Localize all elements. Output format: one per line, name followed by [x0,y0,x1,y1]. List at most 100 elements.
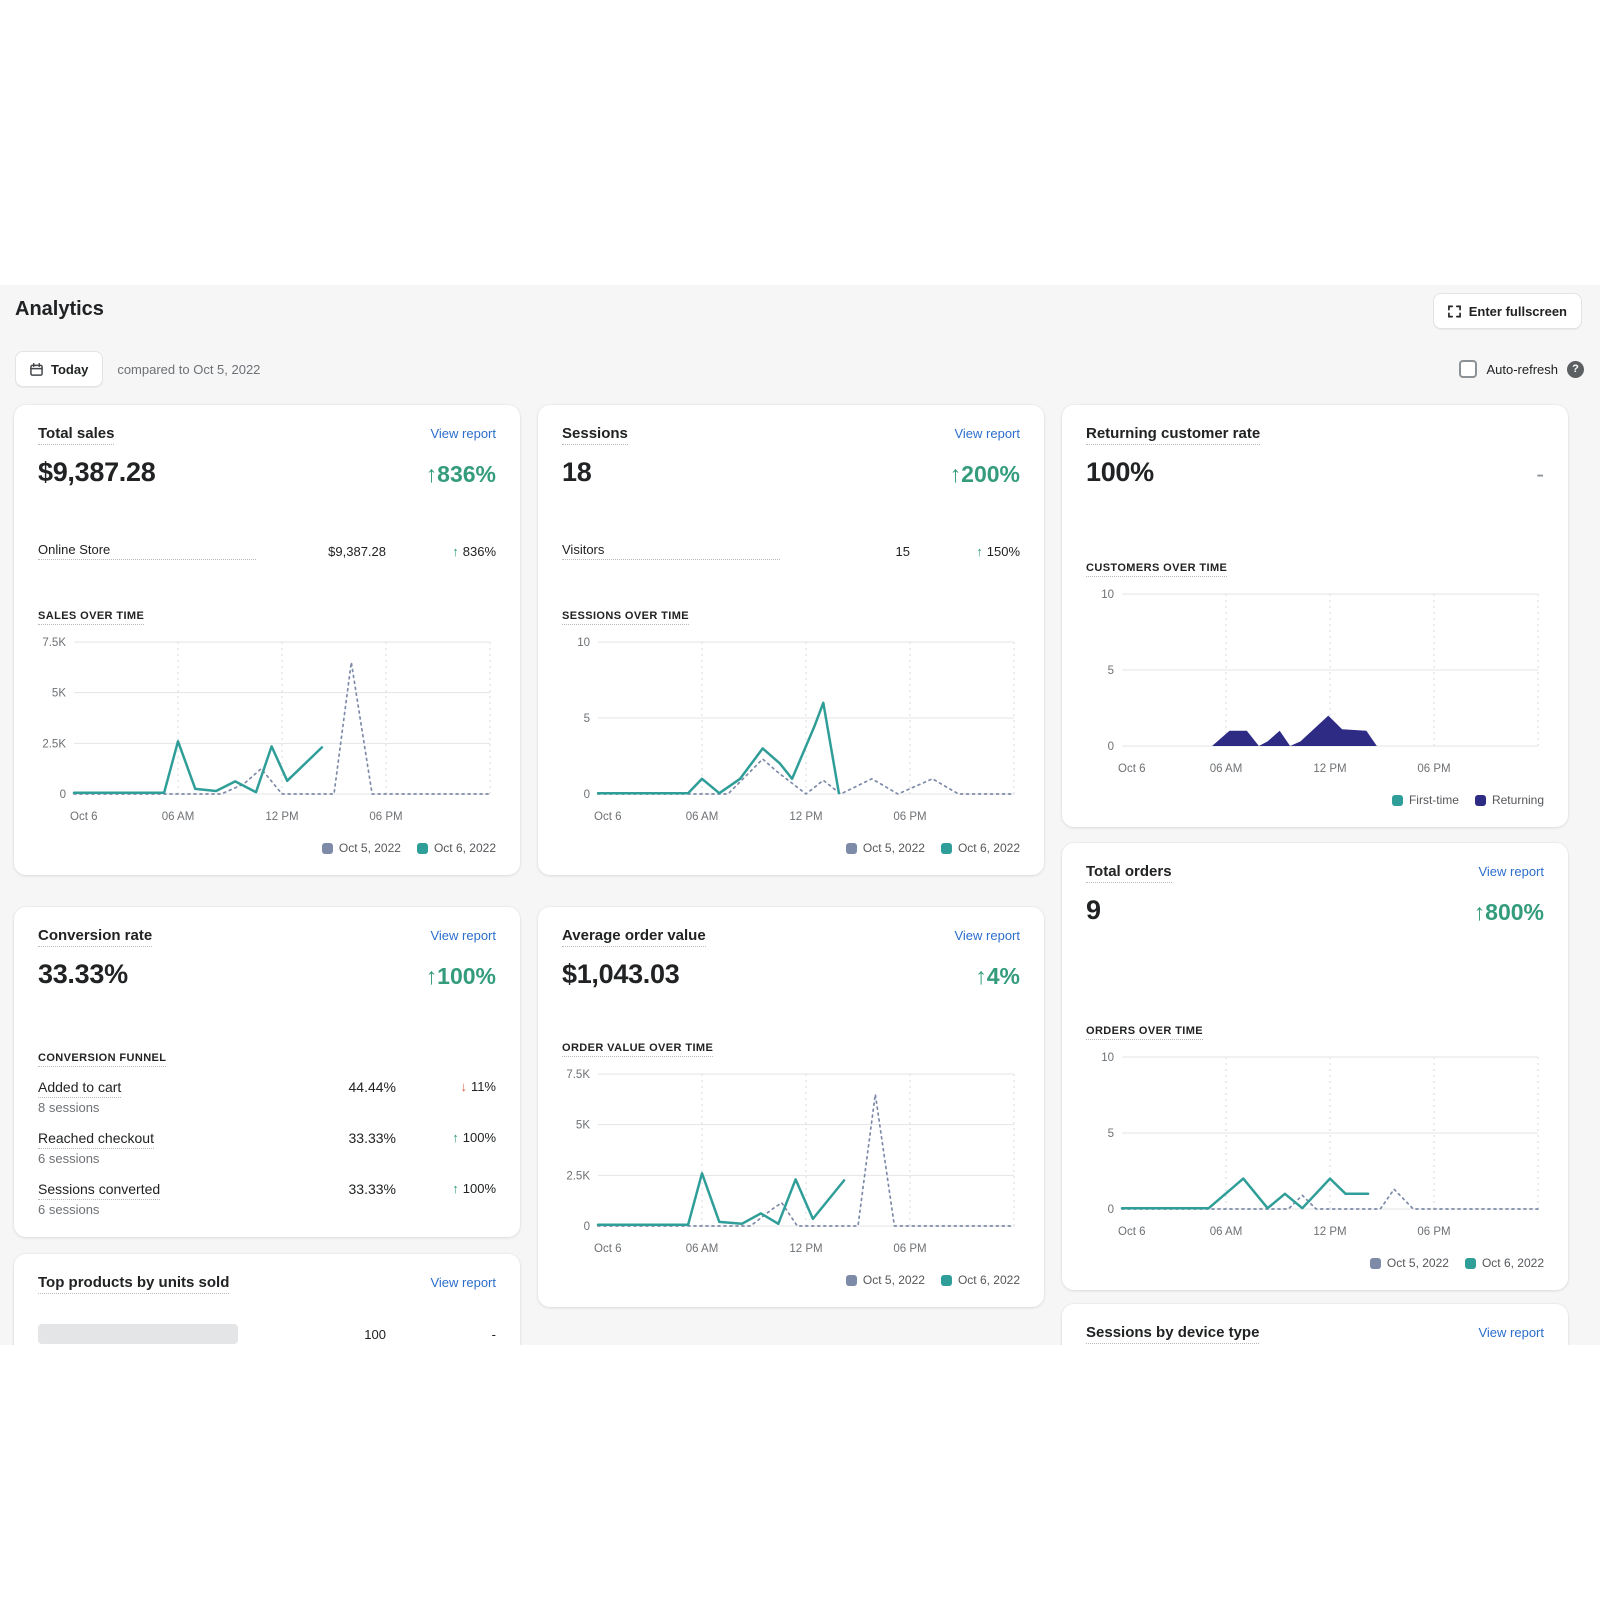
svg-text:12 PM: 12 PM [789,811,822,823]
sessions-title: Sessions [562,425,628,445]
legend-swatch-returning [1474,794,1486,806]
funnel-row-sessions-converted: Sessions converted 6 sessions 33.33% ↑ 10… [38,1181,496,1217]
legend-swatch-oct6 [940,1274,952,1286]
svg-text:06 AM: 06 AM [1210,1226,1243,1238]
top-products-view-report-link[interactable]: View report [430,1275,496,1290]
top-product-change: - [491,1326,496,1342]
top-product-units: 100 [364,1326,386,1342]
legend-swatch-oct6 [1464,1257,1476,1269]
total-sales-view-report-link[interactable]: View report [430,426,496,441]
svg-text:0: 0 [60,789,66,801]
sales-over-time-label: SALES OVER TIME [38,610,145,625]
funnel-step-change: 11% [470,1079,496,1094]
svg-text:06 AM: 06 AM [162,811,195,823]
total-orders-view-report-link[interactable]: View report [1478,864,1544,879]
column-1: Total sales View report $9,387.28 ↑836% … [14,405,520,1345]
sessions-over-time-label: SESSIONS OVER TIME [562,610,690,625]
svg-text:7.5K: 7.5K [42,637,66,649]
returning-customer-rate-card: Returning customer rate 100% - CUSTOMERS… [1062,405,1568,827]
top-product-row: 100 - [38,1324,496,1344]
legend-swatch-oct5 [845,1274,857,1286]
visitors-change: 150% [986,543,1020,559]
svg-text:2.5K: 2.5K [566,1170,590,1182]
svg-text:0: 0 [1108,741,1114,753]
funnel-step-sessions: 6 sessions [38,1151,100,1166]
svg-text:Oct 6: Oct 6 [1118,763,1145,775]
auto-refresh-checkbox[interactable] [1459,360,1478,378]
orders-chart-legend: Oct 5, 2022 Oct 6, 2022 [1086,1256,1544,1270]
legend-swatch-oct5 [321,842,333,854]
orders-over-time-chart: 0 5 10 Oct 6 06 AM 12 PM 06 PM [1086,1047,1544,1248]
total-sales-value: $9,387.28 [38,457,156,487]
total-sales-title: Total sales [38,425,115,445]
svg-text:06 AM: 06 AM [1210,763,1243,775]
funnel-step-sessions: 8 sessions [38,1100,100,1115]
svg-text:Oct 6: Oct 6 [1118,1226,1145,1238]
orders-over-time-label: ORDERS OVER TIME [1086,1025,1204,1040]
svg-text:0: 0 [584,789,590,801]
svg-text:06 PM: 06 PM [369,811,402,823]
sales-over-time-chart: 0 2.5K 5K 7.5K Oct 6 06 AM 12 PM 06 PM [38,632,496,833]
sessions-view-report-link[interactable]: View report [954,426,1020,441]
svg-text:06 AM: 06 AM [686,1243,719,1255]
sessions-chart-legend: Oct 5, 2022 Oct 6, 2022 [562,841,1020,855]
customers-over-time-chart: 0 5 10 Oct 6 06 AM 12 PM 06 PM [1086,584,1544,785]
funnel-row-added-to-cart: Added to cart 8 sessions 44.44% ↓ 11% [38,1079,496,1115]
svg-text:5: 5 [584,713,590,725]
conversion-rate-card: Conversion rate View report 33.33% ↑100%… [14,907,520,1237]
sessions-value: 18 [562,457,592,487]
help-icon[interactable] [1567,360,1584,378]
up-arrow-icon: ↑ [452,543,459,559]
funnel-step-sessions: 6 sessions [38,1202,100,1217]
conversion-view-report-link[interactable]: View report [430,928,496,943]
calendar-icon [30,362,43,376]
order-value-over-time-chart: 0 2.5K 5K 7.5K Oct 6 06 AM 12 PM 06 PM [562,1064,1020,1265]
total-orders-change: ↑800% [1473,899,1544,925]
average-order-value-card: Average order value View report $1,043.0… [538,907,1044,1307]
svg-text:10: 10 [1101,1052,1114,1064]
customers-over-time-label: CUSTOMERS OVER TIME [1086,562,1228,577]
svg-text:06 PM: 06 PM [893,1243,926,1255]
svg-text:7.5K: 7.5K [566,1069,590,1081]
svg-text:12 PM: 12 PM [1313,763,1346,775]
returning-rate-title: Returning customer rate [1086,425,1261,445]
svg-text:5K: 5K [52,688,66,700]
funnel-step-label: Sessions converted [38,1181,161,1200]
auto-refresh-label: Auto-refresh [1486,361,1558,377]
total-sales-change: ↑836% [425,461,496,487]
returning-rate-change: - [1536,461,1544,487]
online-store-label: Online Store [38,542,256,560]
visitors-row: Visitors 15 ↑ 150% [562,542,1020,560]
aov-value: $1,043.03 [562,959,680,989]
aov-change: ↑4% [975,963,1020,989]
svg-text:10: 10 [1101,589,1114,601]
funnel-step-change: 100% [462,1130,496,1145]
svg-text:10: 10 [577,637,590,649]
aov-view-report-link[interactable]: View report [954,928,1020,943]
up-arrow-icon: ↑ [976,543,983,559]
device-type-title: Sessions by device type [1086,1324,1260,1344]
conversion-rate-title: Conversion rate [38,927,153,947]
legend-swatch-first-time [1391,794,1403,806]
conversion-rate-value: 33.33% [38,959,128,989]
order-value-over-time-label: ORDER VALUE OVER TIME [562,1042,714,1057]
total-orders-title: Total orders [1086,863,1172,883]
product-name-skeleton [38,1324,238,1344]
svg-text:12 PM: 12 PM [265,811,298,823]
visitors-label: Visitors [562,542,780,560]
enter-fullscreen-button[interactable]: Enter fullscreen [1432,293,1582,329]
funnel-step-label: Reached checkout [38,1130,154,1149]
svg-text:12 PM: 12 PM [1313,1226,1346,1238]
conversion-rate-change: ↑100% [425,963,496,989]
today-button[interactable]: Today [15,351,104,387]
svg-text:06 PM: 06 PM [893,811,926,823]
conversion-funnel-label: CONVERSION FUNNEL [38,1052,167,1067]
funnel-step-change: 100% [462,1181,496,1196]
svg-text:5: 5 [1108,1128,1114,1140]
fullscreen-icon [1447,305,1461,318]
top-products-card: Top products by units sold View report 1… [14,1254,520,1345]
down-arrow-icon: ↓ [460,1079,467,1094]
device-type-view-report-link[interactable]: View report [1478,1325,1544,1340]
svg-text:06 PM: 06 PM [1417,1226,1450,1238]
svg-text:0: 0 [584,1221,590,1233]
